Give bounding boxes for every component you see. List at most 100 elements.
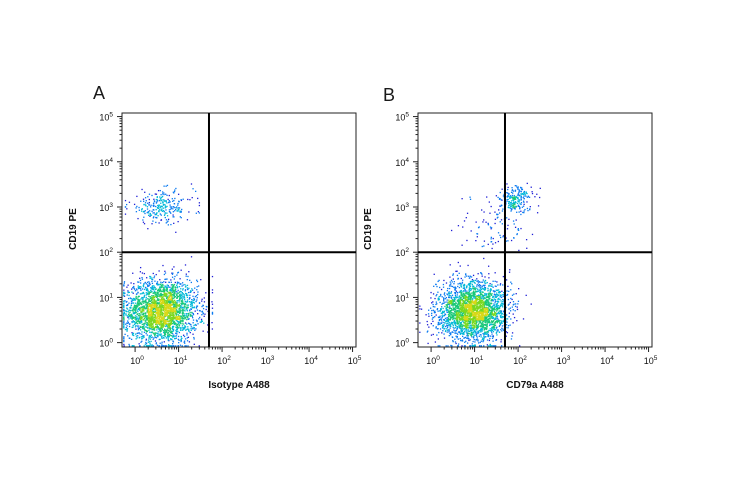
event-point: [472, 288, 475, 290]
event-point: [145, 326, 147, 328]
event-point: [160, 202, 162, 204]
event-point: [151, 309, 153, 312]
event-point: [150, 324, 153, 326]
event-point: [453, 314, 455, 316]
event-point: [149, 324, 151, 326]
event-point: [175, 303, 177, 305]
event-point: [149, 305, 152, 307]
event-point: [436, 308, 438, 311]
event-point: [147, 341, 149, 343]
event-point: [183, 341, 185, 343]
event-point: [179, 211, 181, 213]
event-point: [195, 319, 198, 321]
event-point: [134, 298, 136, 300]
event-point: [161, 191, 164, 193]
event-point: [158, 333, 160, 335]
event-point: [171, 327, 174, 329]
event-point: [147, 228, 149, 230]
event-point: [457, 303, 459, 306]
event-point: [151, 280, 153, 283]
event-point: [175, 318, 178, 321]
event-point: [172, 284, 174, 286]
event-point: [172, 289, 174, 291]
event-point: [125, 323, 127, 325]
event-point: [452, 307, 455, 310]
event-point: [137, 299, 140, 302]
event-point: [516, 211, 518, 213]
event-point: [164, 305, 166, 307]
event-point: [178, 321, 180, 324]
event-point: [180, 296, 182, 298]
event-point: [166, 293, 168, 295]
event-point: [169, 311, 171, 313]
event-point: [156, 283, 158, 285]
event-point: [172, 340, 174, 342]
event-point: [146, 345, 148, 347]
event-point: [451, 321, 454, 324]
event-point: [144, 282, 146, 284]
event-point: [165, 319, 168, 321]
event-point: [482, 340, 485, 342]
event-point: [489, 304, 491, 307]
event-point: [150, 331, 153, 333]
event-point: [161, 293, 164, 296]
event-point: [498, 310, 500, 312]
event-point: [463, 327, 466, 330]
event-point: [176, 331, 178, 333]
event-point: [440, 293, 442, 296]
event-point: [156, 212, 158, 214]
event-point: [170, 332, 173, 334]
event-point: [203, 322, 205, 324]
event-point: [179, 319, 181, 321]
event-point: [177, 305, 179, 307]
event-point: [470, 289, 472, 292]
event-point: [526, 201, 528, 203]
event-point: [518, 189, 521, 191]
event-point: [154, 305, 157, 307]
event-point: [162, 264, 164, 267]
event-point: [192, 319, 195, 321]
event-point: [536, 212, 539, 214]
event-point: [142, 323, 145, 325]
event-point: [150, 304, 153, 306]
event-point: [156, 307, 158, 310]
event-point: [153, 300, 155, 302]
event-point: [442, 325, 444, 328]
event-point: [517, 200, 519, 202]
event-point: [191, 301, 193, 303]
event-point: [491, 298, 494, 301]
event-point: [454, 323, 456, 325]
event-point: [158, 338, 160, 341]
event-point: [455, 296, 457, 299]
event-point: [138, 307, 140, 310]
event-point: [478, 331, 480, 333]
event-point: [493, 318, 496, 320]
event-point: [211, 307, 214, 309]
event-point: [513, 223, 515, 225]
event-point: [186, 334, 188, 336]
event-point: [123, 323, 125, 325]
event-point: [502, 316, 504, 318]
event-point: [502, 195, 505, 197]
event-point: [188, 271, 190, 273]
event-point: [484, 303, 487, 305]
event-point: [435, 295, 437, 297]
event-point: [162, 306, 164, 309]
event-point: [160, 305, 163, 307]
event-point: [435, 326, 437, 328]
event-point: [494, 296, 496, 298]
event-point: [473, 335, 475, 337]
event-point: [443, 292, 446, 294]
event-point: [437, 324, 439, 326]
event-point: [140, 326, 142, 328]
event-point: [152, 307, 155, 310]
event-point: [164, 278, 166, 281]
event-point: [167, 332, 170, 334]
event-point: [141, 303, 143, 305]
plot-a-events: [123, 183, 214, 347]
event-point: [166, 215, 169, 217]
event-point: [439, 310, 441, 312]
event-point: [463, 220, 466, 222]
event-point: [153, 287, 155, 289]
event-point: [468, 283, 471, 285]
